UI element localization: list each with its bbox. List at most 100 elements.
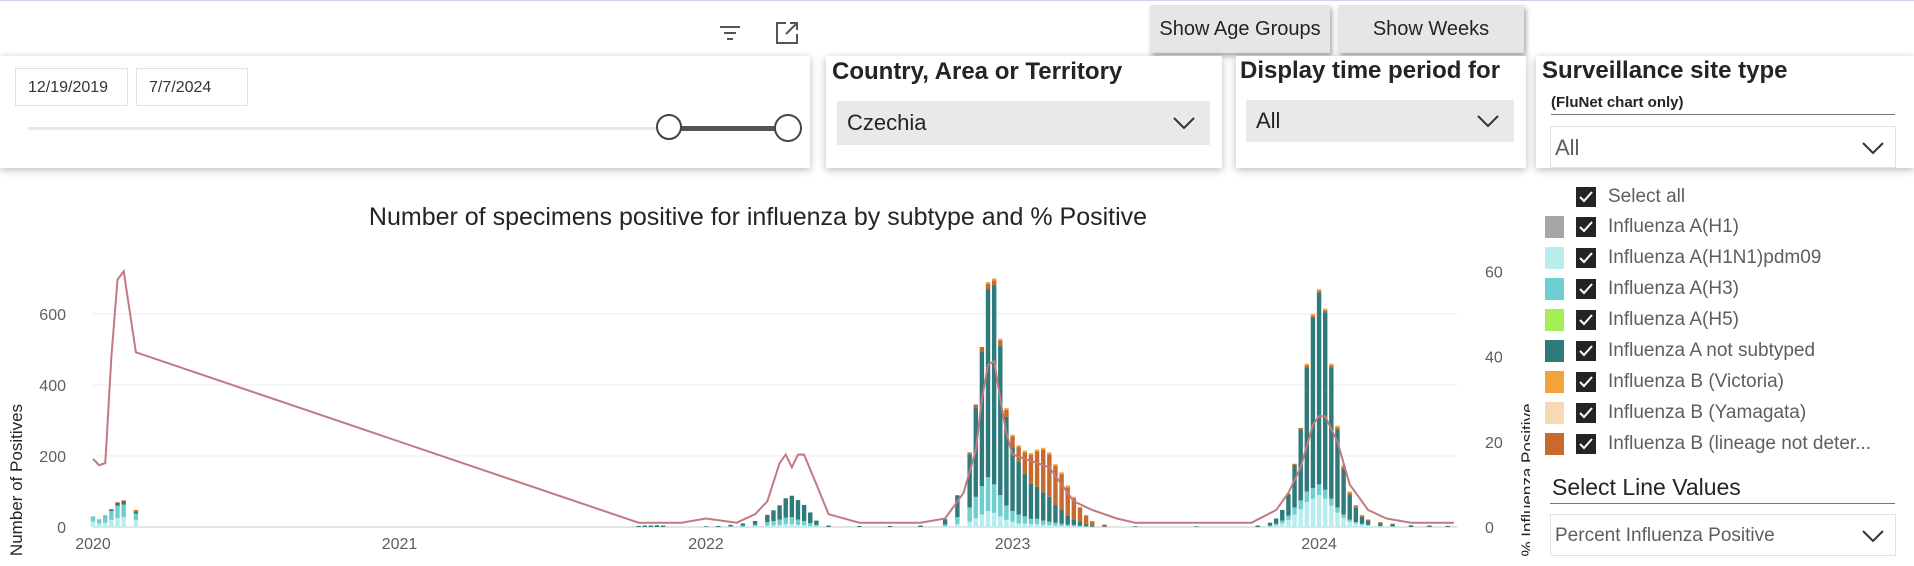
- country-dropdown[interactable]: Czechia: [837, 101, 1210, 145]
- bar-segment: [1267, 526, 1273, 527]
- bar-segment: [1004, 409, 1009, 417]
- bar-segment: [1077, 507, 1083, 523]
- bar-segment: [973, 496, 978, 519]
- bar-segment: [814, 520, 819, 525]
- bar-segment: [1341, 466, 1346, 469]
- bar-segment: [1010, 511, 1015, 522]
- bar-segment: [1065, 515, 1070, 525]
- country-slicer-title: Country, Area or Territory: [832, 58, 1123, 85]
- bar-segment: [133, 509, 139, 512]
- legend-checkbox[interactable]: [1576, 434, 1596, 454]
- start-date-input[interactable]: 12/19/2019: [15, 68, 128, 106]
- bar-segment: [1408, 525, 1414, 527]
- site-type-dropdown[interactable]: All: [1550, 126, 1896, 168]
- legend-item[interactable]: Influenza A(H5): [1545, 306, 1739, 334]
- legend-item[interactable]: Influenza B (Yamagata): [1545, 399, 1806, 427]
- legend-label: Influenza B (Yamagata): [1608, 402, 1807, 423]
- bar-segment: [1316, 495, 1322, 527]
- line-values-dropdown[interactable]: Percent Influenza Positive: [1550, 514, 1896, 556]
- legend-checkbox[interactable]: [1576, 372, 1596, 392]
- bar-segment: [1365, 520, 1371, 525]
- y2-tick-label: 40: [1485, 350, 1503, 367]
- line-values-title: Select Line Values: [1552, 474, 1741, 500]
- show-age-groups-button[interactable]: Show Age Groups: [1150, 5, 1330, 53]
- bar-segment: [967, 507, 972, 522]
- bar-segment: [1310, 315, 1316, 318]
- bar-segment: [1053, 525, 1058, 527]
- bar-segment: [1016, 445, 1021, 448]
- bar-segment: [998, 495, 1003, 517]
- select-all-checkbox[interactable]: [1576, 187, 1596, 207]
- legend-item[interactable]: Influenza B (Victoria): [1545, 368, 1784, 396]
- y2-tick-label: 60: [1485, 264, 1503, 281]
- bar-segment: [1286, 494, 1291, 516]
- bar-segment: [752, 524, 758, 527]
- legend-checkbox[interactable]: [1576, 341, 1596, 361]
- bar-segment: [90, 516, 96, 522]
- bar-segment: [1390, 524, 1395, 527]
- bar-segment: [1047, 521, 1052, 526]
- bar-segment: [789, 495, 795, 518]
- focus-mode-icon[interactable]: [770, 16, 804, 50]
- legend-item[interactable]: Influenza A(H3): [1545, 275, 1739, 303]
- bar-segment: [783, 524, 788, 527]
- bar-segment: [1353, 523, 1359, 527]
- bar-segment: [955, 495, 960, 518]
- bar-segment: [1341, 518, 1346, 527]
- end-date-input[interactable]: 7/7/2024: [136, 68, 248, 106]
- bar-segment: [1316, 292, 1322, 485]
- bar-segment: [1065, 524, 1070, 527]
- bar-segment: [1329, 367, 1334, 499]
- bar-segment: [777, 505, 782, 520]
- bar-segment: [942, 524, 948, 527]
- bar-segment: [1304, 365, 1310, 368]
- legend-item[interactable]: Influenza A(H1): [1545, 213, 1739, 241]
- bar-segment: [1310, 313, 1316, 316]
- bar-segment: [1028, 518, 1034, 525]
- y2-axis-label: % Influenza Positive: [1518, 403, 1530, 556]
- bar-segment: [783, 517, 788, 525]
- bar-segment: [728, 526, 733, 527]
- bar-segment: [1322, 312, 1328, 490]
- bar-segment: [795, 500, 801, 520]
- bar-segment: [808, 523, 813, 526]
- country-dropdown-value: Czechia: [847, 110, 927, 135]
- legend-item[interactable]: Influenza A not subtyped: [1545, 337, 1815, 365]
- bar-segment: [1022, 473, 1028, 517]
- period-dropdown[interactable]: All: [1246, 100, 1514, 142]
- bar-segment: [1077, 526, 1083, 528]
- bar-segment: [1071, 496, 1077, 499]
- y-axis-label: Number of Positives: [7, 404, 26, 556]
- legend-checkbox[interactable]: [1576, 403, 1596, 423]
- bar-segment: [942, 519, 948, 525]
- bar-segment: [991, 484, 997, 513]
- show-weeks-button[interactable]: Show Weeks: [1338, 5, 1524, 53]
- legend-label: Influenza B (Victoria): [1608, 371, 1785, 392]
- bar-segment: [1280, 520, 1285, 524]
- bar-segment: [795, 519, 801, 525]
- slider-track[interactable]: [28, 127, 798, 130]
- filter-icon[interactable]: [713, 16, 747, 50]
- legend-checkbox[interactable]: [1576, 217, 1596, 237]
- legend-swatch: [1545, 309, 1564, 331]
- legend-checkbox[interactable]: [1576, 279, 1596, 299]
- legend-checkbox[interactable]: [1576, 310, 1596, 330]
- bar-segment: [1390, 526, 1395, 527]
- bar-segment: [1304, 502, 1310, 527]
- top-border: [0, 0, 1914, 1]
- slider-start-handle[interactable]: [656, 114, 682, 140]
- site-type-subtitle: (FluNet chart only): [1551, 94, 1684, 111]
- slider-end-handle[interactable]: [774, 114, 802, 142]
- legend-select-all[interactable]: Select all: [1545, 183, 1685, 211]
- legend-checkbox[interactable]: [1576, 248, 1596, 268]
- bar-segment: [1016, 447, 1021, 462]
- legend-item[interactable]: Influenza B (lineage not deter...: [1545, 430, 1871, 458]
- bar-segment: [789, 524, 795, 527]
- bar-segment: [1335, 425, 1340, 428]
- bar-segment: [991, 280, 997, 286]
- influenza-chart: Number of specimens positive for influen…: [7, 203, 1530, 557]
- bar-segment: [740, 523, 746, 526]
- chevron-down-icon: [1477, 115, 1499, 128]
- x-tick-label: 2021: [382, 536, 418, 553]
- legend-item[interactable]: Influenza A(H1N1)pdm09: [1545, 244, 1821, 272]
